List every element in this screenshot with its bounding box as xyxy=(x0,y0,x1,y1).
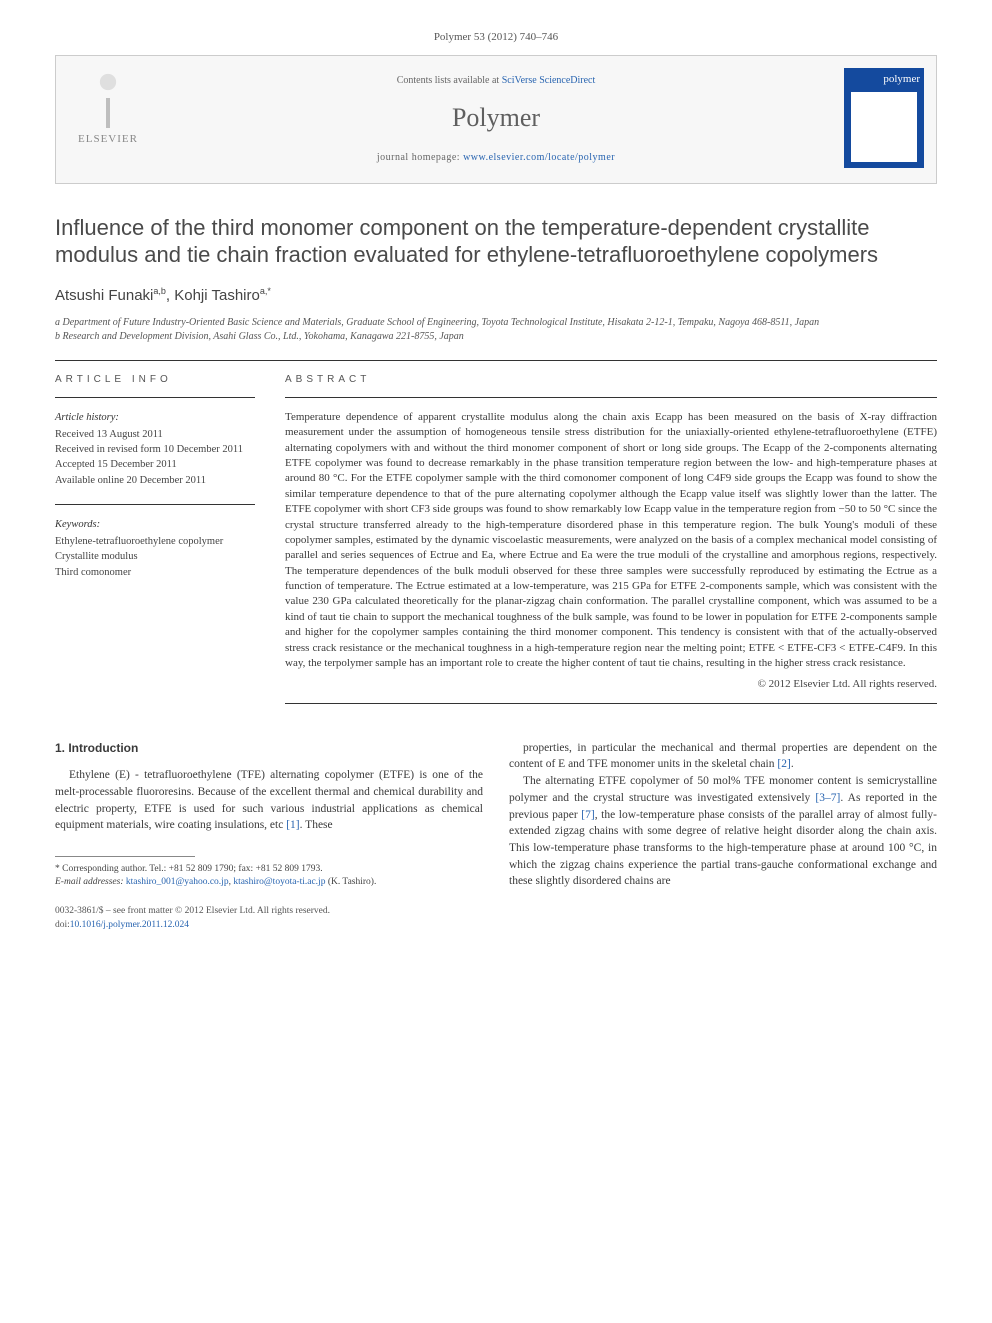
sciencedirect-link[interactable]: SciVerse ScienceDirect xyxy=(502,75,596,86)
intro-heading: 1. Introduction xyxy=(55,740,483,757)
affiliations: a Department of Future Industry-Oriented… xyxy=(55,316,937,344)
page-footer: 0032-3861/$ – see front matter © 2012 El… xyxy=(55,905,483,932)
elsevier-logo: ELSEVIER xyxy=(68,68,148,148)
intro-para-3: The alternating ETFE copolymer of 50 mol… xyxy=(509,773,937,890)
abstract-label: ABSTRACT xyxy=(285,373,937,387)
ref-link-1[interactable]: [1] xyxy=(286,819,299,831)
ref-link-3-7[interactable]: [3–7] xyxy=(815,792,840,804)
doi-line: doi:10.1016/j.polymer.2011.12.024 xyxy=(55,919,483,932)
cover-title: polymer xyxy=(848,72,920,87)
abstract-column: ABSTRACT Temperature dependence of appar… xyxy=(285,373,937,716)
body-col-left: 1. Introduction Ethylene (E) - tetrafluo… xyxy=(55,740,483,932)
ref-link-2[interactable]: [2] xyxy=(777,758,790,770)
publisher-name: ELSEVIER xyxy=(68,132,148,147)
ref-link-7[interactable]: [7] xyxy=(581,809,594,821)
keyword-3: Third comonomer xyxy=(55,565,255,580)
email-1[interactable]: ktashiro_001@yahoo.co.jp xyxy=(126,877,229,887)
homepage-line: journal homepage: www.elsevier.com/locat… xyxy=(166,151,826,165)
journal-cover-thumb: polymer xyxy=(844,68,924,168)
email-2[interactable]: ktashiro@toyota-ti.ac.jp xyxy=(233,877,325,887)
journal-banner: ELSEVIER polymer Contents lists availabl… xyxy=(55,55,937,183)
copyright-line: © 2012 Elsevier Ltd. All rights reserved… xyxy=(285,677,937,692)
homepage-prefix: journal homepage: xyxy=(377,152,463,163)
homepage-url[interactable]: www.elsevier.com/locate/polymer xyxy=(463,152,615,163)
keywords-heading: Keywords: xyxy=(55,517,255,532)
date-revised: Received in revised form 10 December 201… xyxy=(55,442,255,457)
author-2-aff: a,* xyxy=(260,286,271,296)
author-2: , Kohji Tashiro xyxy=(166,287,260,304)
authors-line: Atsushi Funakia,b, Kohji Tashiroa,* xyxy=(55,285,937,306)
email-tail: (K. Tashiro). xyxy=(325,877,376,887)
date-received: Received 13 August 2011 xyxy=(55,427,255,442)
article-info-column: ARTICLE INFO Article history: Received 1… xyxy=(55,373,255,716)
email-label: E-mail addresses: xyxy=(55,877,126,887)
footnotes: * Corresponding author. Tel.: +81 52 809… xyxy=(55,863,483,890)
keyword-2: Crystallite modulus xyxy=(55,549,255,564)
article-title: Influence of the third monomer component… xyxy=(55,214,937,269)
intro-para-1: Ethylene (E) - tetrafluoroethylene (TFE)… xyxy=(55,767,483,834)
abstract-text: Temperature dependence of apparent cryst… xyxy=(285,410,937,672)
date-accepted: Accepted 15 December 2011 xyxy=(55,457,255,472)
body-col-right: properties, in particular the mechanical… xyxy=(509,740,937,932)
footnote-separator xyxy=(55,856,195,857)
contents-available-line: Contents lists available at SciVerse Sci… xyxy=(166,74,826,88)
intro-para-2: properties, in particular the mechanical… xyxy=(509,740,937,773)
divider xyxy=(55,360,937,361)
doi-link[interactable]: 10.1016/j.polymer.2011.12.024 xyxy=(70,920,189,930)
history-heading: Article history: xyxy=(55,410,255,425)
corresponding-author: * Corresponding author. Tel.: +81 52 809… xyxy=(55,863,483,876)
email-line: E-mail addresses: ktashiro_001@yahoo.co.… xyxy=(55,876,483,889)
article-info-label: ARTICLE INFO xyxy=(55,373,255,387)
author-1: Atsushi Funaki xyxy=(55,287,153,304)
affiliation-b: b Research and Development Division, Asa… xyxy=(55,330,937,344)
author-1-aff: a,b xyxy=(153,286,166,296)
body-text: 1. Introduction Ethylene (E) - tetrafluo… xyxy=(55,740,937,932)
front-matter-line: 0032-3861/$ – see front matter © 2012 El… xyxy=(55,905,483,918)
journal-name: Polymer xyxy=(166,100,826,136)
contents-prefix: Contents lists available at xyxy=(397,75,502,86)
date-online: Available online 20 December 2011 xyxy=(55,473,255,488)
keyword-1: Ethylene-tetrafluoroethylene copolymer xyxy=(55,534,255,549)
affiliation-a: a Department of Future Industry-Oriented… xyxy=(55,316,937,330)
article-history: Article history: Received 13 August 2011… xyxy=(55,410,255,488)
citation-header: Polymer 53 (2012) 740–746 xyxy=(55,30,937,45)
keywords-block: Keywords: Ethylene-tetrafluoroethylene c… xyxy=(55,517,255,580)
